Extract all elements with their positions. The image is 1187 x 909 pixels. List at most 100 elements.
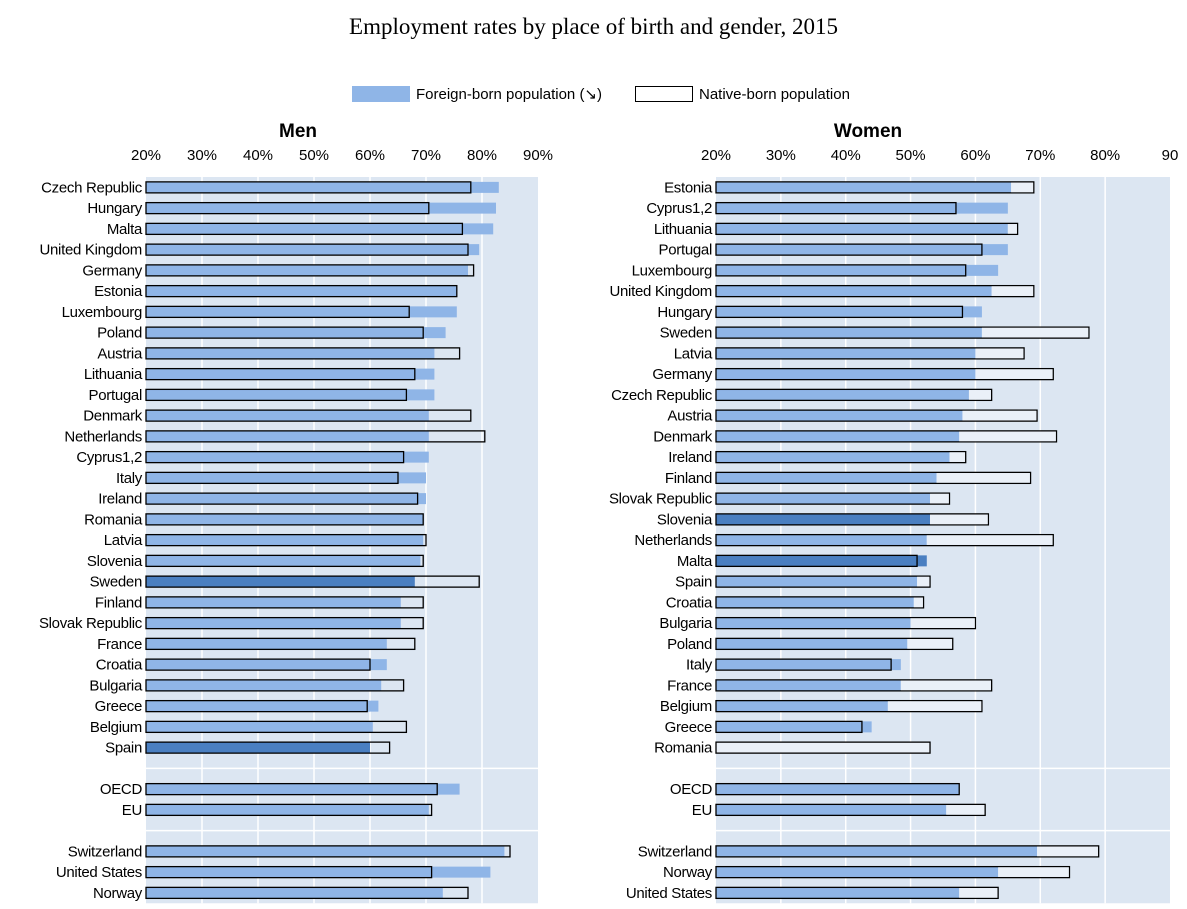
women-bar-foreign <box>716 451 950 463</box>
women-category-label: Croatia <box>666 594 713 611</box>
men-bar-foreign <box>146 617 401 629</box>
men-bar-native <box>145 865 433 879</box>
women-category-label: Ireland <box>668 449 712 466</box>
women-bar-native <box>715 596 925 609</box>
men-category-label: United States <box>56 864 142 881</box>
women-bar-native <box>715 575 931 588</box>
women-category-label: Romania <box>654 740 713 757</box>
men-category-label: Malta <box>107 221 143 238</box>
men-bar-native <box>145 326 424 339</box>
men-bar-foreign <box>146 866 491 878</box>
men-category-label: Lithuania <box>84 366 143 383</box>
men-bar-foreign <box>146 306 457 318</box>
chart-title: Employment rates by place of birth and g… <box>349 14 838 39</box>
women-bar-foreign <box>716 845 1038 857</box>
women-bar-native-extension <box>998 867 1069 877</box>
women-bar-native-extension <box>936 473 1030 483</box>
women-bar-native-extension <box>1011 182 1034 193</box>
women-bar-native-extension <box>975 369 1053 379</box>
women-category-label: Netherlands <box>634 532 712 549</box>
women-x-tick-label: 60% <box>960 147 990 164</box>
women-bar-foreign <box>716 223 1008 235</box>
men-bar-foreign <box>146 534 424 546</box>
women-bar-native-extension <box>900 680 991 691</box>
men-bar-foreign <box>146 472 426 484</box>
women-bar-native-extension <box>1007 224 1017 234</box>
women-bar-native <box>715 886 999 900</box>
men-bar-native <box>145 492 419 505</box>
women-bar-native <box>715 388 993 402</box>
women-bar-native <box>715 616 977 630</box>
men-category-label: United Kingdom <box>39 242 142 259</box>
men-bar-native <box>145 430 486 443</box>
men-x-tick-label: 70% <box>411 147 441 164</box>
men-bar-native <box>145 720 408 734</box>
women-bar-native <box>715 782 960 796</box>
women-bar-foreign <box>716 430 960 442</box>
women-category-label: Cyprus1,2 <box>646 200 712 217</box>
women-bar-foreign <box>716 866 999 878</box>
women-bar-native <box>715 409 1038 422</box>
women-category-label: Sweden <box>660 325 712 342</box>
women-bar-native-extension <box>887 701 982 711</box>
women-category-label: Greece <box>665 719 712 736</box>
women-bar-native <box>715 720 863 734</box>
women-category-label: United Kingdom <box>609 283 712 300</box>
women-bar-foreign <box>716 327 982 339</box>
women-bar-native-extension <box>968 390 991 400</box>
women-bar-native-extension <box>962 410 1037 421</box>
men-x-tick-label: 20% <box>131 147 161 164</box>
women-bar-foreign <box>716 638 908 650</box>
women-bar-native-extension <box>907 639 953 649</box>
women-bar-native-extension <box>975 348 1024 359</box>
women-bar-native <box>715 658 892 671</box>
women-x-tick-label: 80% <box>1090 147 1120 164</box>
women-bar-foreign <box>716 534 927 546</box>
men-category-label: Denmark <box>83 408 143 425</box>
men-category-label: Spain <box>105 740 142 757</box>
men-bar-native <box>145 803 433 817</box>
women-bar-foreign <box>716 679 901 691</box>
men-category-label: Croatia <box>96 657 143 674</box>
men-bar-native <box>145 679 405 692</box>
women-bar-foreign <box>716 264 999 276</box>
men-category-label: Belgium <box>90 719 142 736</box>
women-bar-foreign <box>716 721 872 733</box>
men-bar-foreign <box>146 783 460 795</box>
women-bar-native <box>715 865 1071 879</box>
women-bar-native <box>715 679 993 692</box>
women-bar-foreign <box>716 472 937 484</box>
men-bar-native <box>145 367 416 381</box>
men-bar-foreign <box>146 244 480 256</box>
men-x-tick-label: 60% <box>355 147 385 164</box>
women-category-label: Luxembourg <box>632 262 712 279</box>
women-panel-title: Women <box>834 121 902 142</box>
men-bar-native <box>145 284 458 298</box>
men-category-label: Austria <box>97 345 143 362</box>
men-bar-native <box>145 347 461 360</box>
women-bar-foreign <box>716 244 1008 256</box>
men-category-label: OECD <box>100 781 143 798</box>
women-category-label: Spain <box>675 574 712 591</box>
women-category-label: Malta <box>677 553 713 570</box>
women-bar-native <box>715 845 1100 858</box>
men-bar-native <box>145 513 424 526</box>
men-bar-native <box>145 243 469 256</box>
women-category-label: Germany <box>652 366 712 383</box>
men-category-label: Poland <box>97 325 142 342</box>
men-x-tick-label: 90% <box>523 147 553 164</box>
women-bar-native <box>715 533 1054 547</box>
women-bar-foreign <box>716 804 947 816</box>
men-bar-foreign <box>146 430 429 442</box>
men-bar-native <box>145 554 424 568</box>
women-category-label: Austria <box>667 408 713 425</box>
women-x-tick-label: 50% <box>896 147 926 164</box>
men-category-label: Hungary <box>87 200 142 217</box>
men-bar-foreign <box>146 410 429 422</box>
men-bar-native <box>145 533 427 547</box>
men-category-label: Cyprus1,2 <box>76 449 142 466</box>
men-category-label: Slovenia <box>87 553 143 570</box>
men-bar-native <box>145 741 391 754</box>
women-category-label: Estonia <box>664 179 713 196</box>
men-bar-native <box>145 388 408 402</box>
